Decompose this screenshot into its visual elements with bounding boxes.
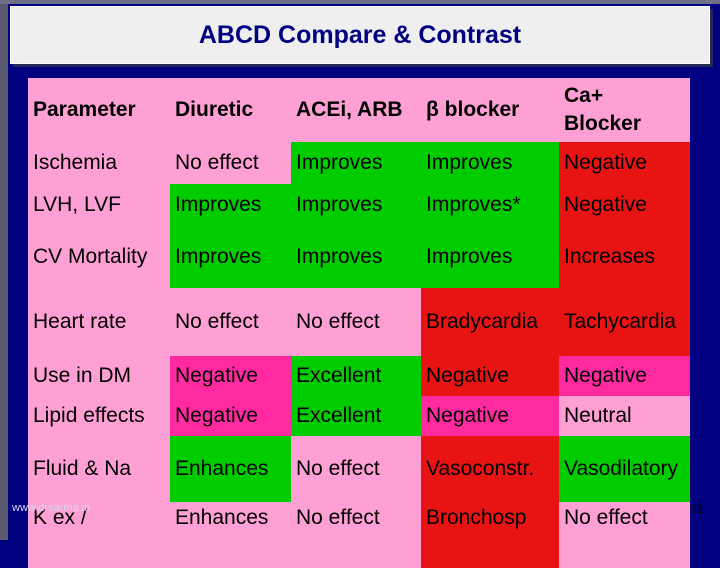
table-row: Lipid effects Negative Excellent Negative Ne… — [28, 396, 690, 436]
slide-top-frame — [0, 0, 720, 4]
table-cell: No effect — [170, 288, 291, 356]
table-cell: Bronchosp — [421, 502, 559, 568]
table-cell: Negative — [421, 396, 559, 436]
table-cell: Improves — [291, 184, 421, 226]
header-cell: Parameter — [28, 78, 170, 142]
table-cell: Improves — [170, 184, 291, 226]
header-cell: Diuretic — [170, 78, 291, 142]
table-cell: Negative — [559, 184, 690, 226]
table-cell: Negative — [170, 396, 291, 436]
table-cell: No effect — [559, 502, 690, 568]
title-banner: ABCD Compare & Contrast — [10, 6, 710, 64]
table-cell: No effect — [291, 502, 421, 568]
table-cell: Tachycardia — [559, 288, 690, 356]
table-cell: Improves — [291, 226, 421, 288]
table-cell: Vasodilatory — [559, 436, 690, 502]
table-cell: Negative — [559, 356, 690, 396]
table-cell: Improves — [421, 142, 559, 184]
table-cell: Bradycardia — [421, 288, 559, 356]
header-cell: β blocker — [421, 78, 559, 142]
table-cell: Negative — [421, 356, 559, 396]
row-label-cell: Fluid & Na — [28, 436, 170, 502]
table-cell: No effect — [291, 436, 421, 502]
footer-url: www.drsarma.in — [12, 502, 91, 514]
table-cell: No effect — [170, 142, 291, 184]
table-cell: Neutral — [559, 396, 690, 436]
table-cell: Excellent — [291, 356, 421, 396]
table-cell: Negative — [559, 142, 690, 184]
row-label-cell: Heart rate — [28, 288, 170, 356]
table-cell: Improves — [421, 226, 559, 288]
table-row: K ex / Enhances No effect Bronchosp No effec… — [28, 502, 690, 568]
header-cell: Ca+ Blocker — [559, 78, 690, 142]
table-cell: Enhances — [170, 502, 291, 568]
header-cell: ACEi, ARB — [291, 78, 421, 142]
comparison-table: Parameter Diuretic ACEi, ARB β blocker Ca+ B… — [28, 78, 690, 568]
page-number: 92 — [690, 502, 704, 516]
slide-left-frame — [0, 0, 8, 540]
table-row: Fluid & Na Enhances No effect Vasoconstr. Va… — [28, 436, 690, 502]
table-cell: Improves — [170, 226, 291, 288]
table-row: CV Mortality Improves Improves Improves Incr… — [28, 226, 690, 288]
table-row: Use in DM Negative Excellent Negative Negati… — [28, 356, 690, 396]
table-cell: Vasoconstr. — [421, 436, 559, 502]
table-row: Heart rate No effect No effect Bradycardia T… — [28, 288, 690, 356]
row-label-cell: Use in DM — [28, 356, 170, 396]
table-row: Ischemia No effect Improves Improves Negativ… — [28, 142, 690, 184]
table-cell: Increases — [559, 226, 690, 288]
row-label-cell: Ischemia — [28, 142, 170, 184]
row-label-cell: CV Mortality — [28, 226, 170, 288]
table-cell: Excellent — [291, 396, 421, 436]
table-row: LVH, LVF Improves Improves Improves* Negativ… — [28, 184, 690, 226]
table-cell: Enhances — [170, 436, 291, 502]
row-label-cell: LVH, LVF — [28, 184, 170, 226]
row-label-cell: Lipid effects — [28, 396, 170, 436]
slide-title: ABCD Compare & Contrast — [198, 20, 522, 49]
table-cell: Improves* — [421, 184, 559, 226]
table-header-row: Parameter Diuretic ACEi, ARB β blocker Ca+ B… — [28, 78, 690, 142]
table-cell: No effect — [291, 288, 421, 356]
table-cell: Negative — [170, 356, 291, 396]
table-cell: Improves — [291, 142, 421, 184]
